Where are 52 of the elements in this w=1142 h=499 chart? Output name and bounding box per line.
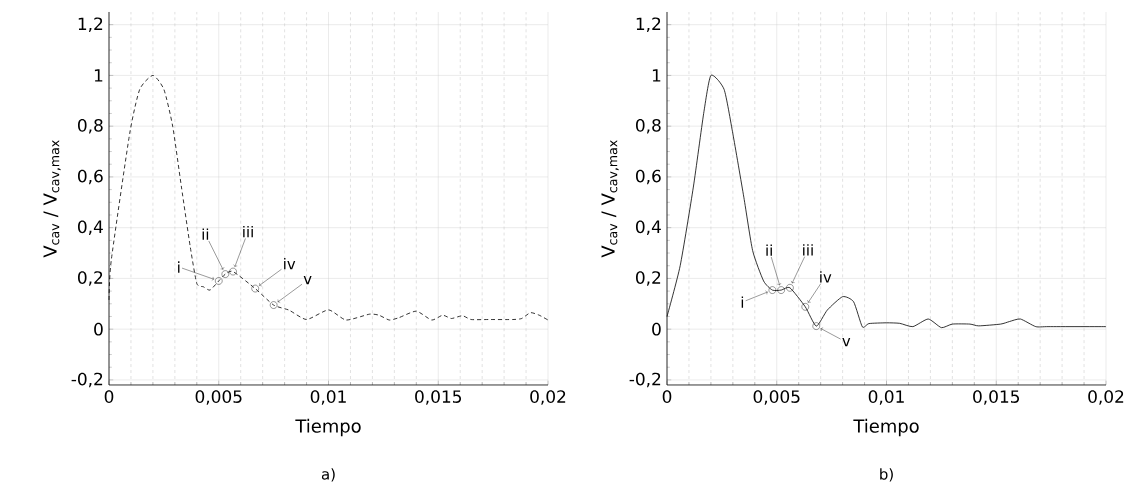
- annotation: ii: [202, 228, 209, 240]
- annotation: ii: [766, 244, 772, 256]
- x-tick-label: 0,01: [310, 390, 346, 405]
- annotation: iv: [820, 271, 832, 283]
- y-tick-label: 0,6: [636, 169, 661, 185]
- annotation: i: [178, 261, 180, 273]
- point: [768, 286, 777, 294]
- y-axis-title: V$_{cav}$ / V$_{cav,max}$: [601, 140, 619, 258]
- x-tick-label: 0,005: [753, 390, 800, 405]
- y-tick-label: 1,2: [78, 17, 103, 32]
- text: a): [321, 468, 335, 482]
- y-tick-label: 0,8: [636, 118, 661, 134]
- x-tick-label: 0: [662, 390, 672, 403]
- x-tick-label: 0,015: [973, 390, 1020, 405]
- x-tick-label: 0,005: [195, 390, 242, 405]
- x-axis-title: Tiempo: [295, 418, 361, 437]
- y-tick-label: 0,2: [636, 271, 661, 286]
- y-tick-label: 0,8: [78, 118, 103, 134]
- annotation: i: [741, 296, 744, 308]
- y-tick-label: 0,2: [78, 271, 103, 286]
- annotation: iv: [284, 257, 296, 270]
- x-tick-label: 0,01: [868, 390, 904, 405]
- y-tick-label: 0: [94, 322, 103, 336]
- y-tick-label: 1: [652, 69, 661, 82]
- point: [251, 284, 259, 293]
- y-tick-label: 0: [652, 322, 661, 336]
- annotation: v: [842, 338, 851, 347]
- y-tick-label: 0,4: [78, 220, 103, 235]
- y-tick-label: 0,4: [636, 220, 661, 235]
- point: [229, 267, 237, 276]
- x-tick-label: 0,02: [530, 390, 566, 405]
- point: [801, 303, 809, 311]
- point: [812, 322, 820, 330]
- x-tick-label: 0,02: [1088, 390, 1124, 405]
- annotation: v: [303, 275, 312, 285]
- point: [215, 277, 223, 285]
- y-tick-label: 1: [94, 69, 103, 82]
- x-tick-label: 0,015: [415, 390, 462, 405]
- y-tick-label: 0,6: [78, 169, 103, 185]
- point: [777, 286, 785, 294]
- text: b): [880, 468, 893, 482]
- x-axis-title: Tiempo: [853, 418, 919, 437]
- point: [269, 301, 278, 309]
- x-tick-label: 0: [104, 390, 114, 403]
- annotation: iii: [243, 225, 253, 238]
- point: [786, 284, 794, 292]
- y-axis-title: V$_{cav}$ / V$_{cav,max}$: [43, 140, 61, 258]
- y-tick-label: -0,2: [71, 372, 103, 388]
- point: [221, 270, 230, 278]
- annotation: iii: [803, 244, 813, 256]
- y-tick-label: 1,2: [636, 17, 661, 32]
- y-tick-label: -0,2: [629, 372, 661, 388]
